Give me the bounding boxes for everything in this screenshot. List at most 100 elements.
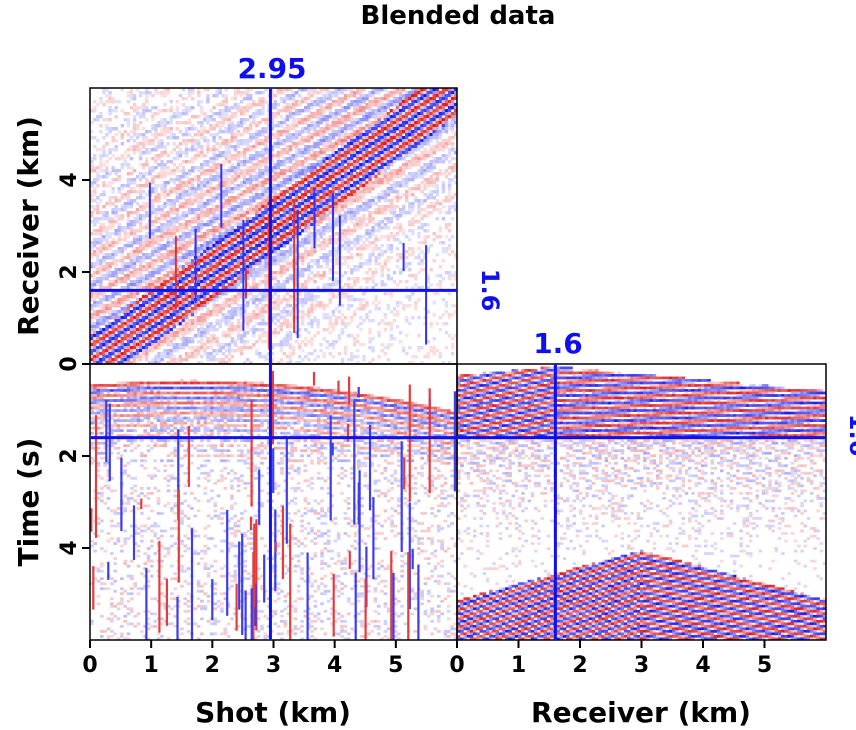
heat-cell (313, 145, 317, 149)
heat-cell (255, 211, 259, 215)
heat-cell (197, 166, 201, 170)
heat-cell (325, 94, 329, 98)
heat-cell (218, 202, 222, 206)
heat-cell (307, 190, 311, 194)
heat-cell (90, 211, 94, 215)
heat-cell (120, 355, 125, 359)
heat-cell (138, 280, 143, 284)
heat-cell (132, 124, 137, 128)
heat-cell (111, 217, 115, 221)
heat-cell (224, 175, 229, 179)
heat-cell (197, 223, 201, 227)
heat-cell (154, 226, 158, 230)
heat-cell (126, 331, 131, 335)
heat-cell (227, 361, 232, 365)
heat-cell (206, 100, 210, 104)
heat-cell (151, 235, 155, 239)
heat-cell (273, 166, 277, 170)
heat-cell (154, 283, 158, 287)
heat-cell (288, 193, 293, 197)
heat-cell (236, 247, 241, 251)
heat-cell (108, 274, 112, 278)
heat-cell (227, 109, 232, 113)
heat-cell (273, 247, 277, 251)
heat-cell (255, 124, 259, 128)
heat-cell (114, 316, 118, 320)
heat-cell (270, 106, 274, 110)
heat-cell (285, 331, 290, 335)
heat-cell (157, 322, 161, 326)
heat-cell (135, 355, 140, 359)
heat-cell (123, 202, 128, 206)
heat-cell (157, 196, 161, 200)
heat-cell (294, 169, 299, 173)
heat-cell (255, 283, 259, 287)
heat-cell (102, 328, 106, 332)
heat-cell (200, 286, 204, 290)
heat-cell (301, 316, 305, 320)
heat-cell (203, 214, 207, 218)
heat-cell (304, 217, 308, 221)
heat-cell (206, 298, 210, 302)
heat-cell (129, 232, 134, 236)
heat-cell (93, 355, 97, 359)
heat-cell (175, 358, 180, 362)
heat-cell (138, 187, 143, 191)
heat-cell (175, 304, 180, 308)
heat-cell (294, 112, 299, 116)
heat-cell (209, 190, 213, 194)
heat-cell (307, 322, 311, 326)
heat-cell (270, 178, 274, 182)
heat-cell (145, 247, 149, 251)
heat-cell (291, 346, 296, 350)
heat-cell (270, 301, 274, 305)
heat-cell (181, 271, 186, 275)
heat-cell (132, 301, 137, 305)
heat-cell (227, 202, 232, 206)
heat-cell (203, 88, 207, 92)
heat-cell (230, 133, 235, 137)
heat-cell (307, 307, 311, 311)
heat-cell (96, 196, 100, 200)
heat-cell (135, 316, 140, 320)
heat-cell (126, 334, 131, 338)
heat-cell (245, 256, 250, 260)
heat-cell (233, 214, 238, 218)
heat-cell (261, 169, 265, 173)
heat-cell (111, 274, 115, 278)
heat-cell (310, 163, 314, 167)
heat-cell (276, 151, 281, 155)
heat-cell (169, 211, 173, 215)
heat-cell (108, 148, 112, 152)
heat-cell (172, 331, 177, 335)
heat-cell (181, 244, 186, 248)
heat-cell (157, 334, 161, 338)
heat-cell (304, 148, 308, 152)
heat-cell (93, 310, 97, 314)
heat-cell (123, 226, 128, 230)
heat-cell (151, 340, 155, 344)
heat-cell (99, 328, 103, 332)
heat-cell (93, 136, 97, 140)
heat-cell (331, 280, 336, 284)
heat-cell (203, 313, 207, 317)
heat-cell (273, 184, 277, 188)
heat-cell (209, 127, 213, 131)
heat-cell (261, 262, 265, 266)
heat-cell (93, 118, 97, 122)
heat-cell (230, 259, 235, 263)
heat-cell (282, 199, 287, 203)
heat-cell (264, 241, 268, 245)
heat-cell (288, 178, 293, 182)
heat-cell (249, 106, 253, 110)
heat-cell (218, 175, 222, 179)
heat-cell (288, 355, 293, 359)
heat-cell (264, 208, 268, 212)
heat-cell (154, 337, 158, 341)
heat-cell (206, 352, 210, 356)
heat-cell (190, 202, 195, 206)
heat-cell (304, 226, 308, 230)
heat-cell (157, 250, 161, 254)
heat-cell (273, 142, 277, 146)
heat-cell (316, 133, 320, 137)
